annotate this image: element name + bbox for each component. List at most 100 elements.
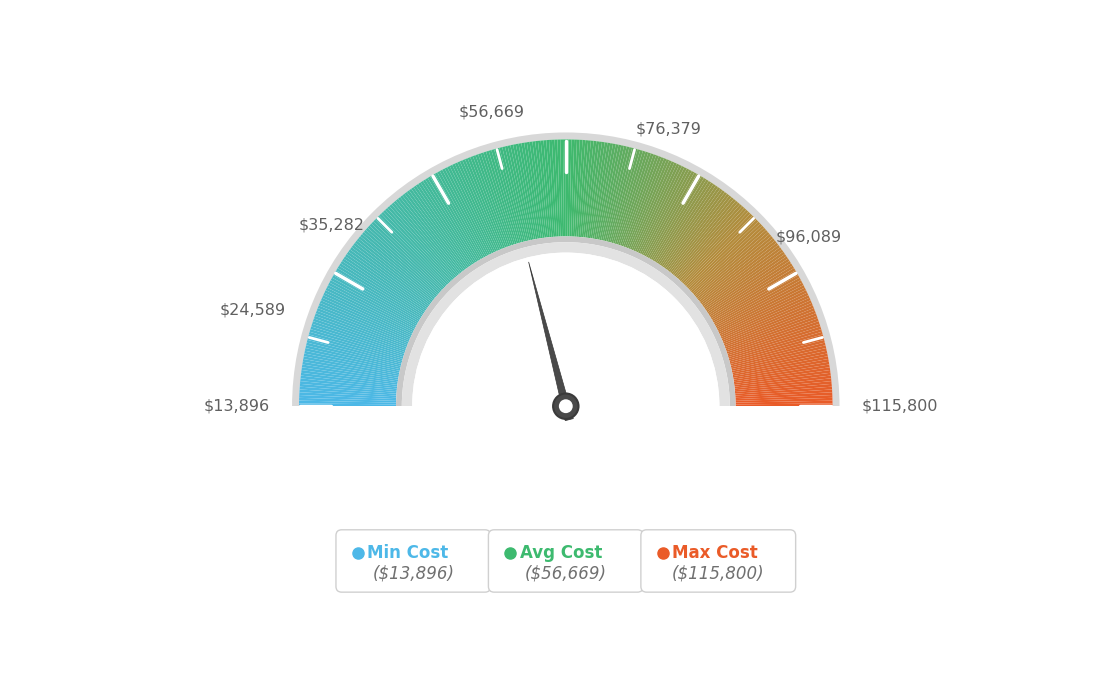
Wedge shape xyxy=(732,353,828,375)
Wedge shape xyxy=(649,174,699,259)
Wedge shape xyxy=(624,155,659,247)
Wedge shape xyxy=(686,217,756,288)
Wedge shape xyxy=(622,155,656,246)
Wedge shape xyxy=(731,345,826,369)
Wedge shape xyxy=(447,166,492,254)
Wedge shape xyxy=(726,319,819,352)
Wedge shape xyxy=(552,139,559,237)
Wedge shape xyxy=(693,230,767,295)
Wedge shape xyxy=(728,324,820,355)
Wedge shape xyxy=(683,214,753,285)
Wedge shape xyxy=(734,373,831,386)
Wedge shape xyxy=(588,142,605,238)
Wedge shape xyxy=(388,206,454,280)
Wedge shape xyxy=(634,161,675,251)
Wedge shape xyxy=(667,192,728,271)
Wedge shape xyxy=(682,212,751,284)
Wedge shape xyxy=(694,232,769,297)
Wedge shape xyxy=(308,335,402,362)
Wedge shape xyxy=(351,245,431,305)
Wedge shape xyxy=(343,256,425,313)
Wedge shape xyxy=(681,210,749,282)
Wedge shape xyxy=(527,142,543,238)
Wedge shape xyxy=(404,192,465,271)
Wedge shape xyxy=(316,310,407,347)
Wedge shape xyxy=(429,175,481,260)
Wedge shape xyxy=(720,295,809,337)
Wedge shape xyxy=(735,386,832,395)
Wedge shape xyxy=(627,157,664,248)
Wedge shape xyxy=(718,288,806,333)
Wedge shape xyxy=(360,234,436,298)
Wedge shape xyxy=(707,256,788,313)
Circle shape xyxy=(553,393,578,419)
Wedge shape xyxy=(299,401,396,404)
Wedge shape xyxy=(314,316,406,351)
Wedge shape xyxy=(733,364,830,382)
Wedge shape xyxy=(672,199,736,275)
Wedge shape xyxy=(733,356,828,376)
Wedge shape xyxy=(549,140,556,237)
Wedge shape xyxy=(689,221,761,290)
Wedge shape xyxy=(338,266,422,318)
Text: Min Cost: Min Cost xyxy=(368,544,448,562)
Wedge shape xyxy=(690,224,762,291)
Wedge shape xyxy=(696,234,772,298)
Wedge shape xyxy=(309,329,403,359)
Wedge shape xyxy=(524,142,541,239)
Wedge shape xyxy=(463,159,501,250)
Wedge shape xyxy=(654,178,707,262)
Wedge shape xyxy=(563,139,565,237)
Wedge shape xyxy=(309,332,403,361)
Wedge shape xyxy=(599,145,622,240)
Wedge shape xyxy=(671,197,734,274)
Wedge shape xyxy=(731,342,826,368)
Wedge shape xyxy=(443,168,489,256)
Wedge shape xyxy=(593,143,611,239)
Wedge shape xyxy=(373,219,445,288)
Wedge shape xyxy=(293,132,839,406)
Wedge shape xyxy=(670,195,732,273)
Wedge shape xyxy=(718,285,805,331)
Wedge shape xyxy=(612,149,640,243)
Wedge shape xyxy=(704,252,785,309)
Wedge shape xyxy=(375,217,446,288)
Wedge shape xyxy=(635,162,677,252)
Wedge shape xyxy=(327,285,414,331)
Wedge shape xyxy=(353,243,432,304)
Wedge shape xyxy=(692,228,766,294)
Wedge shape xyxy=(735,381,831,392)
Wedge shape xyxy=(728,326,821,357)
Wedge shape xyxy=(310,326,404,357)
Wedge shape xyxy=(710,266,794,318)
Wedge shape xyxy=(608,148,635,242)
Wedge shape xyxy=(408,189,467,269)
Wedge shape xyxy=(318,306,408,344)
Wedge shape xyxy=(350,247,429,306)
Wedge shape xyxy=(620,153,654,246)
Wedge shape xyxy=(402,242,730,406)
Wedge shape xyxy=(317,308,408,346)
Wedge shape xyxy=(300,381,396,392)
Wedge shape xyxy=(445,167,490,255)
Wedge shape xyxy=(307,340,402,366)
Wedge shape xyxy=(414,186,470,267)
Wedge shape xyxy=(666,190,725,270)
Text: $96,089: $96,089 xyxy=(775,230,841,245)
Wedge shape xyxy=(722,303,813,342)
Wedge shape xyxy=(729,329,822,359)
Wedge shape xyxy=(346,254,426,310)
Wedge shape xyxy=(732,348,827,371)
Wedge shape xyxy=(406,190,466,270)
Wedge shape xyxy=(691,226,764,293)
Wedge shape xyxy=(300,378,397,391)
Wedge shape xyxy=(735,384,832,394)
Wedge shape xyxy=(395,199,459,275)
Wedge shape xyxy=(329,280,416,328)
Wedge shape xyxy=(603,146,627,241)
Wedge shape xyxy=(720,293,808,335)
Wedge shape xyxy=(383,210,450,282)
Wedge shape xyxy=(427,177,479,261)
Wedge shape xyxy=(711,268,796,319)
Wedge shape xyxy=(365,228,439,294)
